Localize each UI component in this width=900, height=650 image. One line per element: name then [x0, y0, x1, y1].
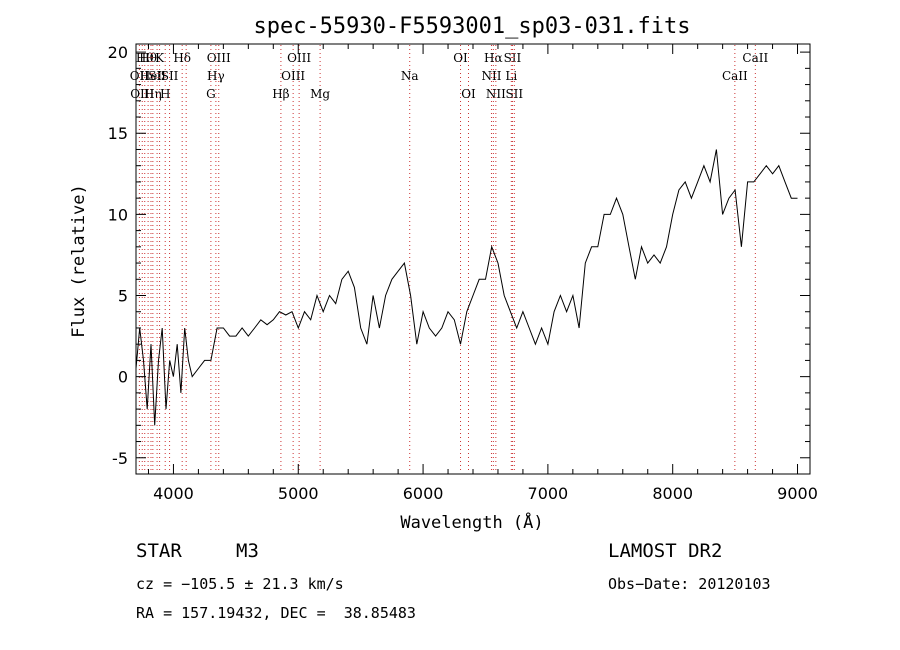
- y-tick-label: 5: [118, 287, 128, 306]
- spectral-line-label: G: [206, 87, 216, 101]
- y-tick-label: 10: [108, 205, 128, 224]
- spectral-line-label: Hβ: [272, 87, 289, 101]
- x-tick-label: 7000: [528, 484, 569, 503]
- redshift-velocity: cz = −105.5 ± 21.3 km/s: [136, 575, 344, 593]
- spectral-line-label: Li: [505, 69, 517, 83]
- plot-frame: [135, 43, 811, 475]
- spectral-line-label: NII: [481, 69, 501, 83]
- spectral-line-label: SII: [161, 69, 179, 83]
- y-tick-label: 15: [108, 124, 128, 143]
- spectral-line-label: CaII: [722, 69, 748, 83]
- spectral-line-label: Hγ: [207, 69, 225, 83]
- spectral-line-label: Hδ: [173, 51, 191, 65]
- x-tick-label: 4000: [153, 484, 194, 503]
- spectral-line-label: NII: [486, 87, 506, 101]
- spectral-line-label: SII: [504, 51, 522, 65]
- observation-date: Obs−Date: 20120103: [608, 575, 771, 593]
- axis-ticks: 4000 5000 6000 7000 8000 9000 -5 0 5 10 15 20: [108, 43, 818, 503]
- x-tick-label: 9000: [777, 484, 818, 503]
- spectral-line-label: OIII: [281, 69, 305, 83]
- coordinates: RA = 157.19432, DEC = 38.85483: [136, 604, 416, 622]
- y-tick-label: 20: [108, 43, 128, 62]
- x-tick-label: 6000: [403, 484, 444, 503]
- spectral-line-label: CaII: [742, 51, 768, 65]
- spectral-line-label: Na: [401, 69, 419, 83]
- x-tick-label: 5000: [278, 484, 319, 503]
- spectral-line-label: OII: [130, 69, 150, 83]
- chart-title: spec-55930-F5593001_sp03-031.fits: [253, 14, 690, 39]
- spectral-line-label: OI: [453, 51, 468, 65]
- spectral-line-label: Hα: [484, 51, 503, 65]
- spectral-line-label: H: [160, 87, 170, 101]
- survey-name: LAMOST DR2: [608, 540, 723, 562]
- spectral-line-label: SII: [505, 87, 523, 101]
- spectral-line-markers: OIIOIIIHθHθHeIHηSIIKHSIIHδGHγOIIIHβOIIIO…: [130, 45, 768, 473]
- spectral-line-label: Mg: [310, 87, 330, 101]
- spectrum-series-line: [135, 149, 798, 426]
- y-tick-label: 0: [118, 368, 128, 387]
- spectral-line-label: OIII: [207, 51, 231, 65]
- x-axis-label: Wavelength (Å): [400, 511, 543, 533]
- spectral-line-label: SII: [148, 69, 166, 83]
- object-subclass: M3: [236, 540, 259, 562]
- spectral-line-label: Hθ: [136, 51, 154, 65]
- spectral-line-label: OIII: [287, 51, 311, 65]
- spectral-line-label: HeI: [140, 69, 163, 83]
- y-tick-label: -5: [112, 449, 128, 468]
- object-type: STAR: [136, 540, 182, 562]
- spectral-line-label: OI: [461, 87, 476, 101]
- spectral-line-label: K: [155, 51, 165, 65]
- x-tick-label: 8000: [652, 484, 693, 503]
- y-axis-label: Flux (relative): [69, 184, 89, 338]
